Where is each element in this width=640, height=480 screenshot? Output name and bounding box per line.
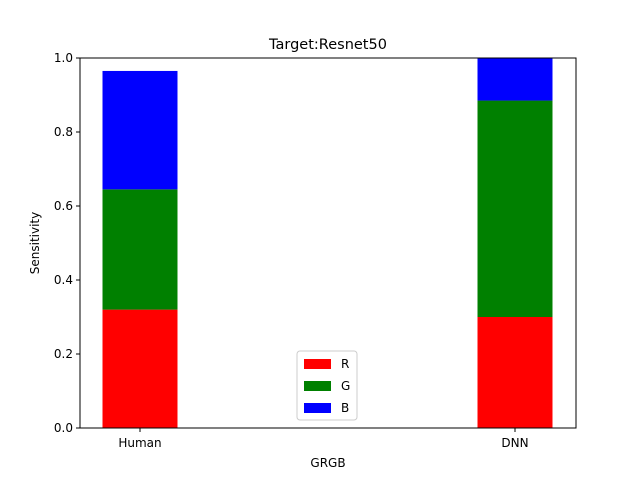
y-tick-label: 0.4: [54, 273, 73, 287]
legend-label-g: G: [341, 379, 350, 393]
legend: RGB: [296, 350, 358, 421]
x-tick-label: DNN: [501, 436, 528, 450]
x-axis: Human DNN: [118, 428, 529, 450]
y-tick-label: 0.0: [54, 421, 73, 435]
x-tick-label: Human: [118, 436, 161, 450]
bar-human-b: [102, 70, 178, 190]
y-tick-label: 0.2: [54, 347, 73, 361]
legend-swatch-r: [304, 359, 331, 369]
plot-frame: [79, 57, 577, 429]
y-tick-label: 1.0: [54, 51, 73, 65]
legend-swatch-b: [304, 403, 331, 413]
legend-swatch-g: [304, 381, 331, 391]
y-tick-label: 0.6: [54, 199, 73, 213]
legend-label-r: R: [341, 357, 349, 371]
x-axis-label: GRGB: [310, 456, 345, 470]
bar-human-g: [102, 189, 178, 310]
chart-title: Target:Resnet50: [268, 37, 387, 53]
y-axis: 0.0 0.2 0.4 0.6 0.8 1.0: [54, 51, 80, 435]
bar-dnn-g: [477, 100, 553, 317]
y-axis-label: Sensitivity: [28, 212, 42, 274]
bars-group: [102, 58, 553, 428]
y-tick-label: 0.8: [54, 125, 73, 139]
bar-dnn-b: [477, 58, 553, 101]
legend-label-b: B: [341, 401, 349, 415]
bar-human-r: [102, 309, 178, 428]
bar-dnn-r: [477, 317, 553, 428]
